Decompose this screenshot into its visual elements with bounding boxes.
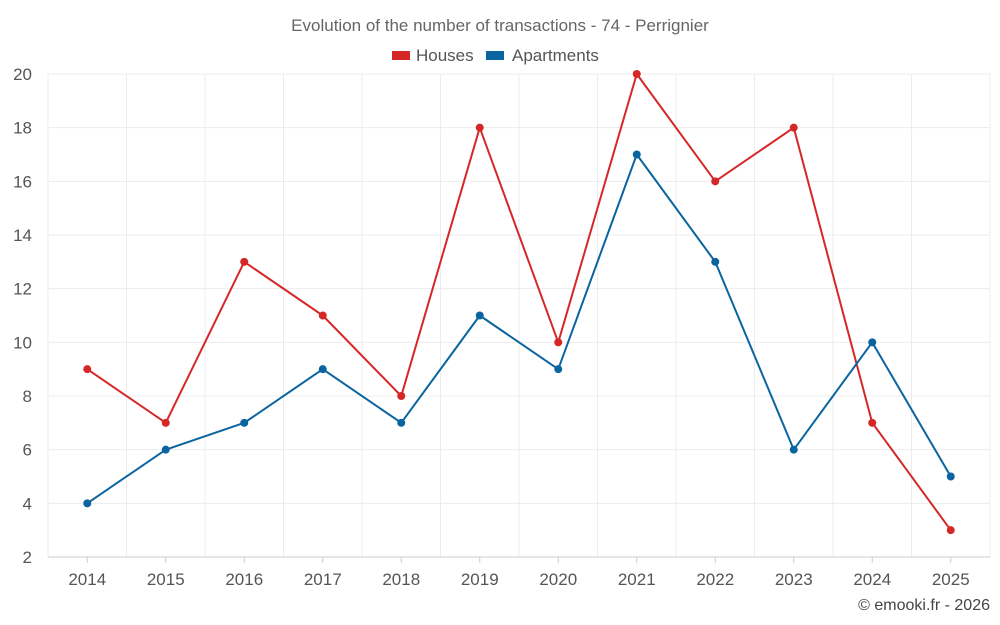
data-point-apartments[interactable] (240, 418, 249, 427)
data-point-houses[interactable] (946, 526, 955, 535)
y-tick-label: 20 (13, 65, 32, 84)
series-line-apartments (86, 153, 952, 505)
series-line-houses (86, 73, 952, 531)
data-point-apartments[interactable] (554, 365, 563, 374)
data-point-apartments[interactable] (475, 311, 484, 320)
x-tick-label: 2017 (304, 570, 342, 589)
y-tick-label: 18 (13, 119, 32, 138)
x-tick-label: 2014 (68, 570, 106, 589)
credit-text: © emooki.fr - 2026 (858, 597, 990, 614)
data-point-apartments[interactable] (397, 418, 406, 427)
data-point-apartments[interactable] (711, 257, 720, 266)
data-point-houses[interactable] (711, 177, 720, 186)
y-tick-label: 10 (13, 333, 32, 352)
data-point-apartments[interactable] (632, 150, 641, 159)
data-point-apartments[interactable] (946, 472, 955, 481)
y-tick-label: 16 (13, 172, 32, 191)
legend-label-apartments: Apartments (512, 46, 599, 65)
data-point-houses[interactable] (632, 70, 641, 78)
x-tick-label: 2025 (932, 570, 970, 589)
grid (47, 73, 991, 557)
legend: Houses Apartments (392, 46, 599, 65)
x-tick-label: 2019 (461, 570, 499, 589)
data-point-apartments[interactable] (161, 445, 170, 454)
x-tick-label: 2018 (382, 570, 420, 589)
x-tick-label: 2022 (696, 570, 734, 589)
data-point-houses[interactable] (554, 338, 563, 347)
data-point-houses[interactable] (240, 257, 249, 266)
y-tick-label: 2 (23, 548, 32, 567)
axes: 2 4 6 8 10 12 14 16 18 20 2014 2015 2016 2017 2018 2019… (13, 65, 990, 589)
data-point-houses[interactable] (83, 365, 92, 374)
x-tick-label: 2023 (775, 570, 813, 589)
y-tick-label: 12 (13, 280, 32, 299)
series (83, 70, 955, 535)
data-point-apartments[interactable] (318, 365, 327, 374)
data-point-houses[interactable] (789, 123, 798, 132)
x-tick-label: 2020 (539, 570, 577, 589)
legend-swatch-houses (392, 51, 410, 60)
data-point-houses[interactable] (475, 123, 484, 132)
x-tick-label: 2021 (618, 570, 656, 589)
x-tick-label: 2024 (853, 570, 891, 589)
data-point-apartments[interactable] (789, 445, 798, 454)
legend-label-houses: Houses (416, 46, 474, 65)
legend-swatch-apartments (486, 51, 504, 60)
y-tick-label: 14 (13, 226, 32, 245)
y-tick-label: 6 (23, 441, 32, 460)
x-tick-label: 2016 (225, 570, 263, 589)
data-point-houses[interactable] (868, 418, 877, 427)
y-tick-label: 8 (23, 387, 32, 406)
data-point-apartments[interactable] (83, 499, 92, 508)
chart-title: Evolution of the number of transactions … (291, 16, 709, 35)
y-tick-label: 4 (23, 494, 32, 513)
data-point-houses[interactable] (161, 418, 170, 427)
data-point-houses[interactable] (397, 392, 406, 400)
data-point-houses[interactable] (318, 311, 327, 320)
x-tick-label: 2015 (147, 570, 185, 589)
data-point-apartments[interactable] (868, 338, 877, 347)
